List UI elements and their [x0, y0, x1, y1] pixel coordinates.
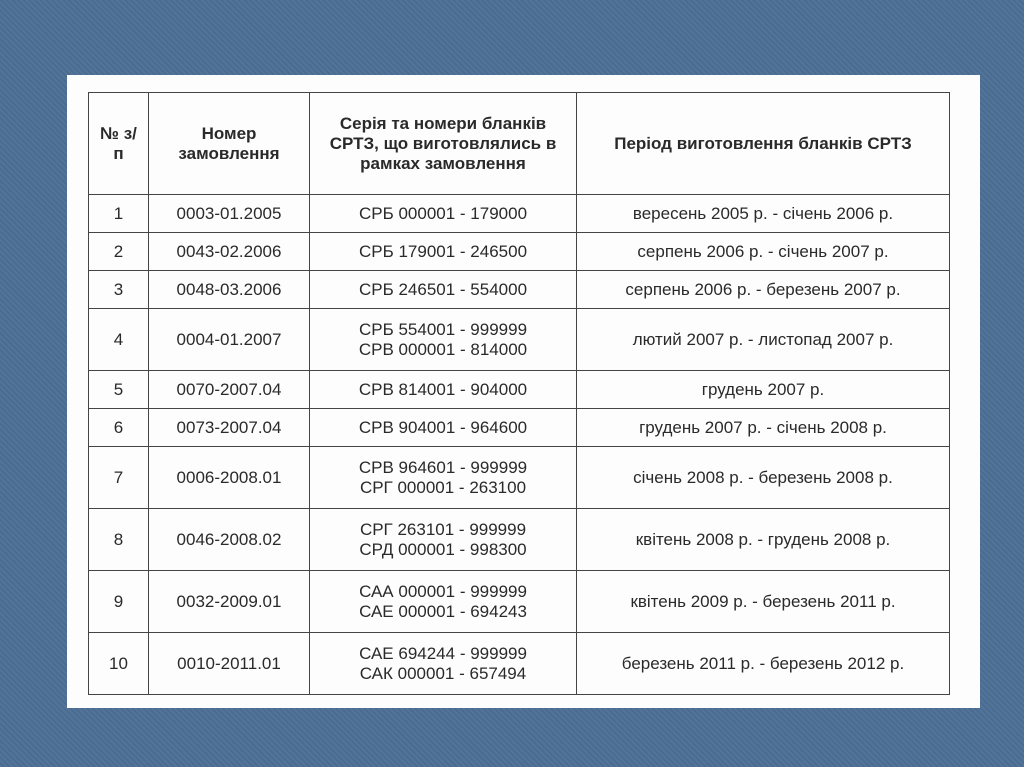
cell-series: СРВ 814001 - 904000 — [309, 370, 577, 409]
series-range: САЕ 000001 - 694243 — [359, 601, 527, 621]
series-range: СРВ 814001 - 904000 — [358, 379, 528, 399]
cell-period: квітень 2008 р. - грудень 2008 р. — [576, 508, 950, 571]
cell-series: СРВ 964601 - 999999 СРГ 000001 - 263100 — [309, 446, 577, 509]
table-row: 5 0070-2007.04 СРВ 814001 - 904000 грудень … — [88, 370, 950, 409]
table-header-row: № з/п Номер замовлення Серія та номери б… — [88, 92, 950, 195]
series-range: СРВ 964601 - 999999 — [358, 457, 528, 477]
table-row: 1 0003-01.2005 СРБ 000001 - 179000 вересень… — [88, 194, 950, 233]
cell-period: грудень 2007 р. — [576, 370, 950, 409]
cell-order: 0046-2008.02 — [148, 508, 310, 571]
cell-period: лютий 2007 р. - листопад 2007 р. — [576, 308, 950, 371]
cell-series: САА 000001 - 999999 САЕ 000001 - 694243 — [309, 570, 577, 633]
cell-period: серпень 2006 р. - березень 2007 р. — [576, 270, 950, 309]
cell-series: СРБ 179001 - 246500 — [309, 232, 577, 271]
table-row: 3 0048-03.2006 СРБ 246501 - 554000 серпень … — [88, 270, 950, 309]
cell-number: 10 — [88, 632, 149, 695]
cell-number: 8 — [88, 508, 149, 571]
series-range: СРБ 554001 - 999999 — [358, 319, 528, 339]
cell-order: 0010-2011.01 — [148, 632, 310, 695]
cell-order: 0043-02.2006 — [148, 232, 310, 271]
table-row: 7 0006-2008.01 СРВ 964601 - 999999 СРГ 0000… — [88, 446, 950, 509]
cell-series: СРБ 246501 - 554000 — [309, 270, 577, 309]
header-order: Номер замовлення — [148, 92, 310, 195]
table-row: 4 0004-01.2007 СРБ 554001 - 999999 СРВ 0000… — [88, 308, 950, 371]
cell-number: 2 — [88, 232, 149, 271]
cell-series: САЕ 694244 - 999999 САК 000001 - 657494 — [309, 632, 577, 695]
series-range: СРВ 000001 - 814000 — [358, 339, 528, 359]
cell-series: СРБ 554001 - 999999 СРВ 000001 - 814000 — [309, 308, 577, 371]
cell-number: 7 — [88, 446, 149, 509]
orders-table: № з/п Номер замовлення Серія та номери б… — [88, 92, 950, 695]
table-row: 9 0032-2009.01 САА 000001 - 999999 САЕ 0000… — [88, 570, 950, 633]
cell-order: 0070-2007.04 — [148, 370, 310, 409]
table-row: 10 0010-2011.01 САЕ 694244 - 999999 САК 000… — [88, 632, 950, 695]
series-range: СРГ 000001 - 263100 — [359, 477, 527, 497]
cell-order: 0004-01.2007 — [148, 308, 310, 371]
series-range: САК 000001 - 657494 — [359, 663, 527, 683]
series-range: САА 000001 - 999999 — [359, 581, 527, 601]
cell-order: 0003-01.2005 — [148, 194, 310, 233]
cell-order: 0073-2007.04 — [148, 408, 310, 447]
table-row: 6 0073-2007.04 СРВ 904001 - 964600 грудень … — [88, 408, 950, 447]
cell-order: 0032-2009.01 — [148, 570, 310, 633]
cell-period: березень 2011 р. - березень 2012 р. — [576, 632, 950, 695]
cell-period: січень 2008 р. - березень 2008 р. — [576, 446, 950, 509]
series-range: СРБ 179001 - 246500 — [358, 241, 528, 261]
cell-period: квітень 2009 р. - березень 2011 р. — [576, 570, 950, 633]
cell-order: 0006-2008.01 — [148, 446, 310, 509]
series-range: СРД 000001 - 998300 — [359, 539, 527, 559]
table-row: 8 0046-2008.02 СРГ 263101 - 999999 СРД 0000… — [88, 508, 950, 571]
series-range: СРБ 246501 - 554000 — [358, 279, 528, 299]
series-range: САЕ 694244 - 999999 — [359, 643, 527, 663]
header-series: Серія та номери бланків СРТЗ, що виготов… — [309, 92, 577, 195]
series-range: СРГ 263101 - 999999 — [359, 519, 527, 539]
cell-number: 3 — [88, 270, 149, 309]
cell-number: 5 — [88, 370, 149, 409]
cell-order: 0048-03.2006 — [148, 270, 310, 309]
cell-series: СРВ 904001 - 964600 — [309, 408, 577, 447]
header-number: № з/п — [88, 92, 149, 195]
slide-content: № з/п Номер замовлення Серія та номери б… — [67, 75, 980, 708]
header-period: Період виготовлення бланків СРТЗ — [576, 92, 950, 195]
cell-period: грудень 2007 р. - січень 2008 р. — [576, 408, 950, 447]
cell-period: серпень 2006 р. - січень 2007 р. — [576, 232, 950, 271]
cell-number: 4 — [88, 308, 149, 371]
cell-number: 6 — [88, 408, 149, 447]
cell-series: СРБ 000001 - 179000 — [309, 194, 577, 233]
cell-number: 1 — [88, 194, 149, 233]
cell-period: вересень 2005 р. - січень 2006 р. — [576, 194, 950, 233]
cell-number: 9 — [88, 570, 149, 633]
cell-series: СРГ 263101 - 999999 СРД 000001 - 998300 — [309, 508, 577, 571]
table-row: 2 0043-02.2006 СРБ 179001 - 246500 серпень … — [88, 232, 950, 271]
series-range: СРВ 904001 - 964600 — [358, 417, 528, 437]
series-range: СРБ 000001 - 179000 — [358, 203, 528, 223]
